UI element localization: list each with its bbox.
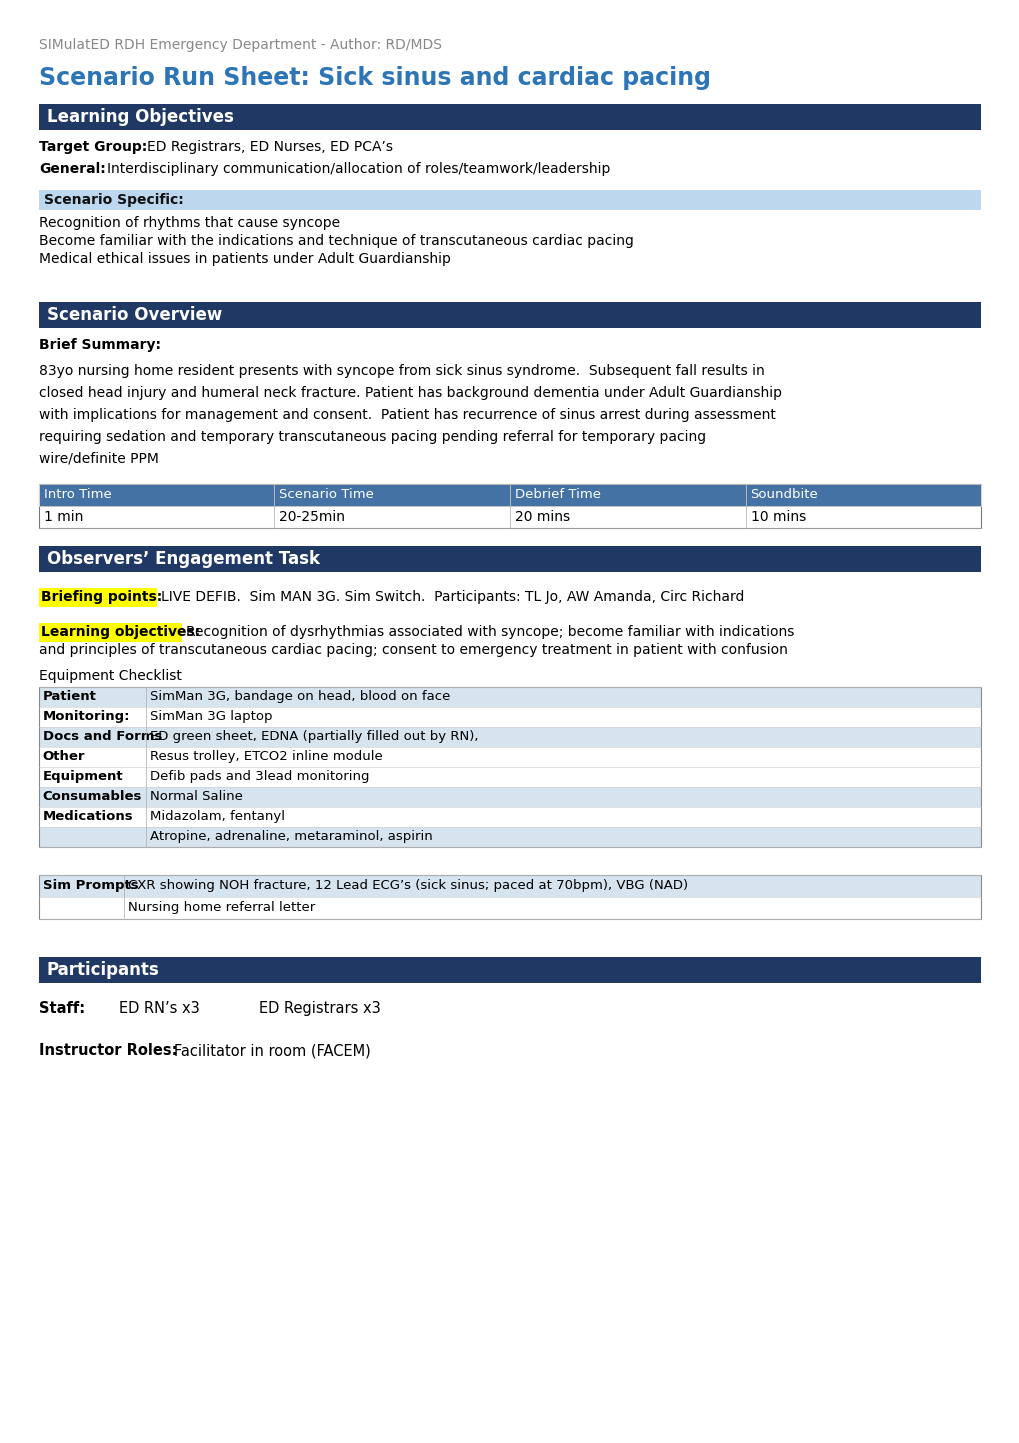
Bar (39, 827, 980, 847)
Text: ED Registrars, ED Nurses, ED PCA’s: ED Registrars, ED Nurses, ED PCA’s (147, 140, 392, 154)
Text: Scenario Overview: Scenario Overview (47, 306, 222, 325)
Text: Briefing points:: Briefing points: (41, 590, 162, 605)
Bar (274, 483, 510, 506)
Bar (39, 874, 980, 898)
Text: Sim Prompts: Sim Prompts (43, 879, 139, 892)
Bar (39, 957, 980, 983)
Bar (39, 545, 980, 571)
Text: ED Registrars x3: ED Registrars x3 (259, 1001, 380, 1016)
Bar (510, 506, 745, 528)
Text: Consumables: Consumables (43, 789, 142, 802)
Bar (510, 483, 745, 506)
Text: 1 min: 1 min (44, 509, 84, 524)
Text: Recognition of rhythms that cause syncope: Recognition of rhythms that cause syncop… (39, 216, 339, 229)
Bar (39, 786, 980, 807)
Text: Learning Objectives: Learning Objectives (47, 108, 233, 126)
Text: Learning objectives:: Learning objectives: (41, 625, 200, 639)
Bar (274, 506, 510, 528)
Text: SIMulatED RDH Emergency Department - Author: RD/MDS: SIMulatED RDH Emergency Department - Aut… (39, 38, 441, 52)
Bar (39, 587, 157, 608)
Bar (39, 302, 980, 328)
Text: Scenario Time: Scenario Time (279, 488, 374, 501)
Text: and principles of transcutaneous cardiac pacing; consent to emergency treatment : and principles of transcutaneous cardiac… (39, 644, 787, 657)
Text: CXR showing NOH fracture, 12 Lead ECG’s (sick sinus; paced at 70bpm), VBG (NAD): CXR showing NOH fracture, 12 Lead ECG’s … (127, 879, 687, 892)
Text: Resus trolley, ETCO2 inline module: Resus trolley, ETCO2 inline module (150, 750, 382, 763)
Text: Staff:: Staff: (39, 1001, 85, 1016)
Text: Docs and Forms: Docs and Forms (43, 730, 162, 743)
Text: Instructor Roles:: Instructor Roles: (39, 1043, 177, 1058)
Text: requiring sedation and temporary transcutaneous pacing pending referral for temp: requiring sedation and temporary transcu… (39, 430, 705, 444)
Text: Monitoring:: Monitoring: (43, 710, 130, 723)
Text: Brief Summary:: Brief Summary: (39, 338, 161, 352)
Text: Medications: Medications (43, 810, 133, 823)
Text: closed head injury and humeral neck fracture. Patient has background dementia un: closed head injury and humeral neck frac… (39, 385, 781, 400)
Text: Observers’ Engagement Task: Observers’ Engagement Task (47, 550, 319, 569)
Text: ED green sheet, EDNA (partially filled out by RN),: ED green sheet, EDNA (partially filled o… (150, 730, 478, 743)
Text: Debrief Time: Debrief Time (515, 488, 600, 501)
Bar (39, 874, 980, 919)
Bar (39, 747, 980, 768)
Text: Scenario Specific:: Scenario Specific: (44, 193, 183, 206)
Text: Other: Other (43, 750, 86, 763)
Bar (39, 483, 980, 528)
Text: Defib pads and 3lead monitoring: Defib pads and 3lead monitoring (150, 771, 369, 784)
Text: Facilitator in room (FACEM): Facilitator in room (FACEM) (173, 1043, 370, 1058)
Bar (39, 687, 980, 847)
Text: Scenario Run Sheet: Sick sinus and cardiac pacing: Scenario Run Sheet: Sick sinus and cardi… (39, 66, 710, 89)
Text: Target Group:: Target Group: (39, 140, 147, 154)
Bar (745, 506, 980, 528)
Text: wire/definite PPM: wire/definite PPM (39, 452, 159, 466)
Text: Equipment Checklist: Equipment Checklist (39, 670, 181, 683)
Text: Intro Time: Intro Time (44, 488, 111, 501)
Text: SimMan 3G laptop: SimMan 3G laptop (150, 710, 272, 723)
Bar (39, 483, 274, 506)
Text: ED RN’s x3: ED RN’s x3 (118, 1001, 200, 1016)
Text: 10 mins: 10 mins (750, 509, 805, 524)
Text: 83yo nursing home resident presents with syncope from sick sinus syndrome.  Subs: 83yo nursing home resident presents with… (39, 364, 764, 378)
Bar (39, 807, 980, 827)
Bar (39, 687, 980, 707)
Bar (39, 506, 274, 528)
Text: with implications for management and consent.  Patient has recurrence of sinus a: with implications for management and con… (39, 408, 774, 421)
Bar (39, 768, 980, 786)
Text: Become familiar with the indications and technique of transcutaneous cardiac pac: Become familiar with the indications and… (39, 234, 633, 248)
Bar (745, 483, 980, 506)
Text: Participants: Participants (47, 961, 159, 978)
Text: Recognition of dysrhythmias associated with syncope; become familiar with indica: Recognition of dysrhythmias associated w… (185, 625, 794, 639)
Text: Medical ethical issues in patients under Adult Guardianship: Medical ethical issues in patients under… (39, 253, 450, 266)
Text: LIVE DEFIB.  Sim MAN 3G. Sim Switch.  Participants: TL Jo, AW Amanda, Circ Richa: LIVE DEFIB. Sim MAN 3G. Sim Switch. Part… (161, 590, 744, 605)
Text: Atropine, adrenaline, metaraminol, aspirin: Atropine, adrenaline, metaraminol, aspir… (150, 830, 432, 843)
Text: General:: General: (39, 162, 105, 176)
Text: 20 mins: 20 mins (515, 509, 570, 524)
Bar (39, 104, 980, 130)
Text: Midazolam, fentanyl: Midazolam, fentanyl (150, 810, 284, 823)
Text: Nursing home referral letter: Nursing home referral letter (127, 900, 315, 913)
Text: Patient: Patient (43, 690, 97, 703)
Text: Normal Saline: Normal Saline (150, 789, 243, 802)
Bar (39, 898, 980, 919)
Text: Soundbite: Soundbite (750, 488, 817, 501)
Bar (39, 623, 181, 642)
Text: Interdisciplinary communication/allocation of roles/teamwork/leadership: Interdisciplinary communication/allocati… (107, 162, 609, 176)
Bar (39, 190, 980, 211)
Bar (39, 727, 980, 747)
Text: 20-25min: 20-25min (279, 509, 345, 524)
Text: Equipment: Equipment (43, 771, 123, 784)
Text: SimMan 3G, bandage on head, blood on face: SimMan 3G, bandage on head, blood on fac… (150, 690, 449, 703)
Bar (39, 707, 980, 727)
